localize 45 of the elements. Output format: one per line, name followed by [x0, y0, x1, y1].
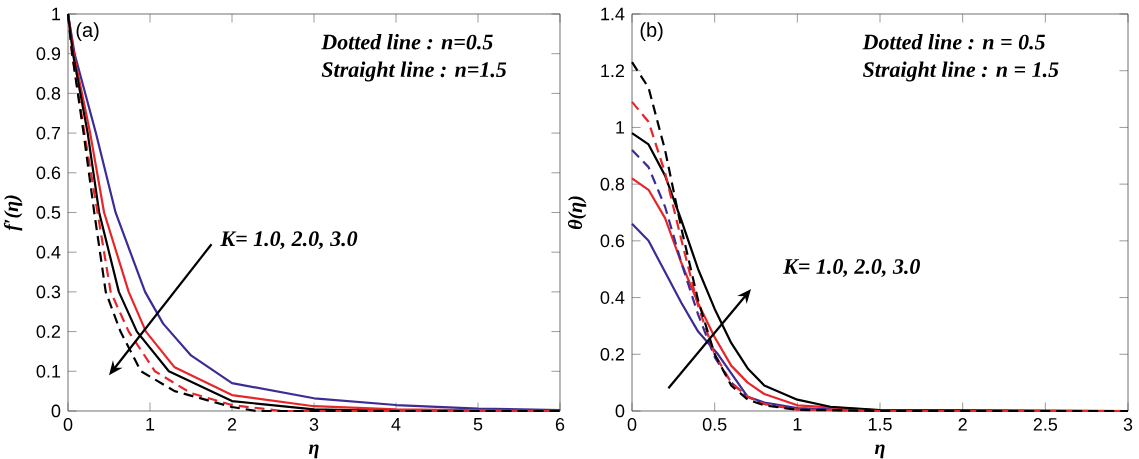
- annotation: (a): [76, 22, 99, 41]
- y-tick-label: 0.6: [36, 166, 61, 180]
- y-tick-label: 0.1: [36, 364, 61, 378]
- y-tick-label: 0.2: [600, 347, 625, 361]
- x-tick-label: 0: [63, 418, 73, 431]
- annotation: K= 1.0, 2.0, 3.0: [783, 259, 920, 278]
- y-tick-label: 0.4: [36, 245, 61, 259]
- x-tick-label: 2: [958, 418, 967, 431]
- y-tick-label: 1: [52, 7, 61, 21]
- y-tick-label: 0.8: [36, 87, 61, 100]
- x-tick-label: 2.5: [1033, 418, 1058, 431]
- y-tick-label: 0: [51, 404, 61, 418]
- y-tick-label: 1.2: [601, 64, 625, 77]
- x-tick-label: 1: [793, 418, 802, 431]
- y-axis-title: θ(η): [567, 196, 587, 230]
- y-tick-label: 0.8: [600, 177, 625, 191]
- x-tick-label: 3: [309, 418, 319, 431]
- y-tick-label: 0: [615, 404, 625, 418]
- y-axis-title: f′(η): [3, 195, 23, 231]
- y-tick-label: 1.4: [601, 7, 625, 21]
- annotation: (b): [640, 22, 663, 41]
- annotation: Straight line : n=1.5: [321, 61, 507, 82]
- x-tick-label: 2: [227, 418, 237, 431]
- x-axis-title: η: [874, 444, 885, 459]
- y-tick-label: 0.7: [36, 126, 61, 140]
- x-tick-label: 3: [1123, 418, 1133, 431]
- annotation: K= 1.0, 2.0, 3.0: [220, 231, 358, 250]
- x-tick-label: 1: [146, 418, 155, 431]
- y-tick-label: 0.3: [36, 285, 61, 299]
- y-tick-label: 0.6: [600, 234, 625, 248]
- y-tick-label: 1: [616, 121, 625, 134]
- annotation: Straight line : n = 1.5: [862, 61, 1059, 82]
- x-tick-label: 6: [555, 418, 565, 431]
- x-tick-label: 0.5: [702, 418, 727, 431]
- annotation: Dotted line : n = 0.5: [862, 34, 1046, 50]
- y-tick-label: 0.9: [36, 47, 61, 61]
- y-tick-label: 0.2: [36, 325, 61, 338]
- x-tick-label: 1.5: [868, 418, 892, 431]
- x-tick-label: 5: [473, 418, 483, 431]
- x-axis-title: η: [308, 444, 319, 459]
- x-tick-label: 4: [391, 418, 401, 431]
- annotation: Dotted line : n=0.5: [321, 34, 493, 50]
- y-tick-label: 0.5: [36, 206, 61, 219]
- y-tick-label: 0.4: [600, 291, 625, 304]
- x-tick-label: 0: [627, 418, 637, 431]
